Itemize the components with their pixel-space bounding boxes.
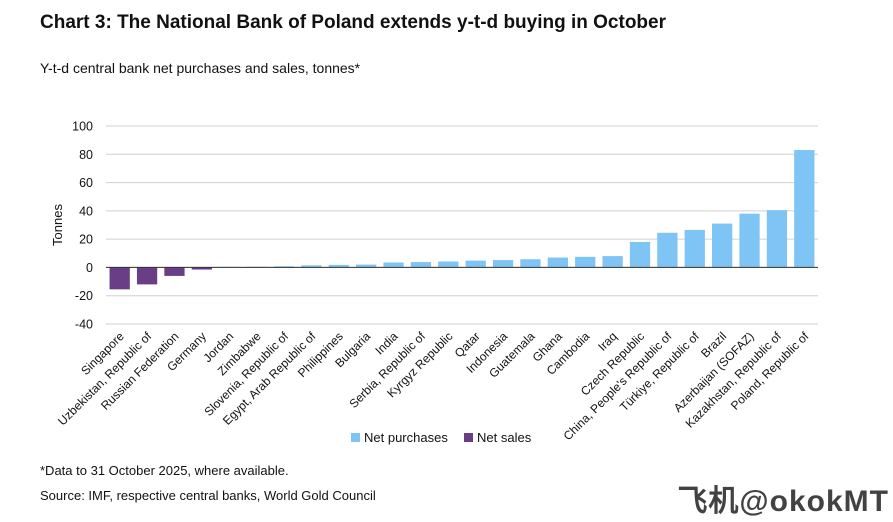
bar-chart: 100 80 60 40 20 0 -20 -40 Tonnes SingaporeUzbek…: [50, 120, 818, 445]
bar-cambodia: [575, 256, 596, 268]
source-note: Source: IMF, respective central banks, W…: [40, 488, 376, 503]
bar-china-people-s-republic-of: [657, 232, 678, 268]
bar-kyrgyz-republic: [438, 261, 459, 268]
chart-subtitle: Y-t-d central bank net purchases and sal…: [40, 60, 361, 76]
bar-czech-republic: [629, 241, 651, 268]
y-tick-label: 40: [79, 204, 93, 218]
bar-russian-federation: [164, 267, 185, 276]
watermark: 飞机@okokMT: [677, 485, 889, 518]
legend-swatch: [351, 433, 360, 442]
legend-label: Net sales: [477, 430, 532, 445]
bar-singapore: [109, 267, 130, 290]
chart-title: Chart 3: The National Bank of Poland ext…: [40, 12, 666, 33]
y-axis-label: Tonnes: [50, 204, 65, 246]
y-tick-label: 80: [79, 148, 93, 162]
bar-kazakhstan-republic-of: [766, 210, 788, 268]
bar-ghana: [547, 257, 568, 268]
legend-label: Net purchases: [364, 430, 448, 445]
bar-india: [383, 262, 404, 268]
bar-qatar: [465, 260, 486, 268]
y-tick-label: 60: [79, 176, 93, 190]
bar-serbia-republic-of: [410, 262, 432, 268]
bar-poland-republic-of: [794, 150, 815, 268]
bar-guatemala: [520, 259, 541, 268]
y-axis-ticks: 100 80 60 40 20 0 -20 -40: [72, 120, 93, 332]
legend: Net purchases Net sales: [351, 430, 532, 445]
bar-egypt-arab-republic-of: [301, 265, 322, 268]
bar-slovenia-republic-of: [273, 266, 295, 268]
bar-philippines: [328, 264, 349, 268]
bar-germany: [191, 267, 212, 270]
y-tick-label: 100: [72, 120, 93, 134]
bar-uzbekistan-republic-of: [136, 267, 158, 285]
bar-bulgaria: [356, 264, 377, 268]
y-tick-label: -40: [75, 318, 93, 332]
bars: [109, 150, 815, 290]
bar-t-rkiye-republic-of: [684, 229, 705, 268]
y-tick-label: -20: [75, 289, 93, 303]
y-tick-label: 20: [79, 233, 93, 247]
bar-azerbaijan-sofaz: [739, 213, 760, 268]
legend-swatch: [464, 433, 473, 442]
footnote: *Data to 31 October 2025, where availabl…: [40, 463, 289, 478]
bar-brazil: [712, 223, 733, 268]
gridlines: [106, 125, 818, 325]
bar-iraq: [602, 256, 623, 268]
y-tick-label: 0: [86, 261, 93, 275]
bar-indonesia: [492, 260, 514, 268]
